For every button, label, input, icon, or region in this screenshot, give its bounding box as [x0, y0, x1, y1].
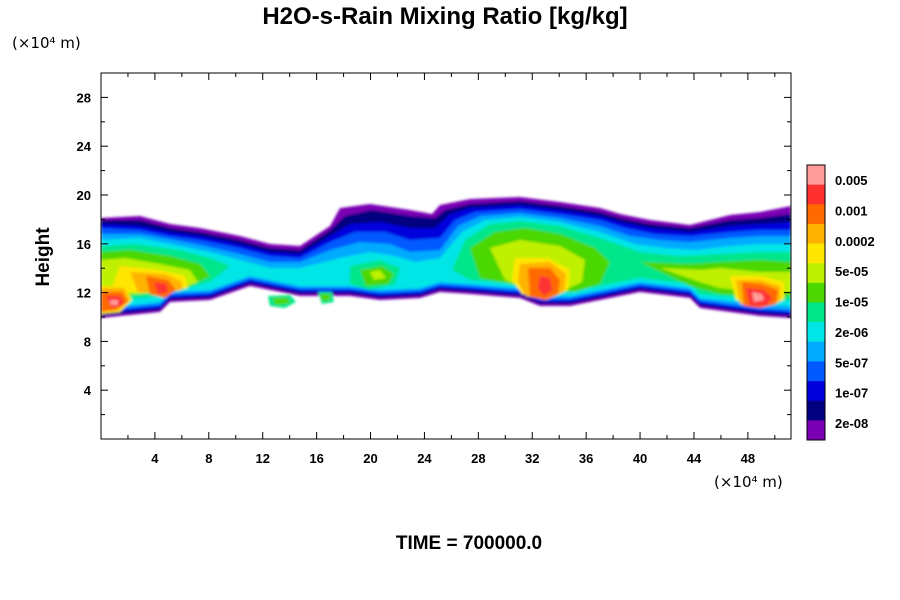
colorbar-swatch	[807, 341, 825, 362]
colorbar-swatch	[807, 381, 825, 402]
plot-area	[101, 73, 791, 439]
colorbar-label: 5e-05	[835, 264, 868, 279]
colorbar-label: 2e-06	[835, 325, 868, 340]
y-tick-label: 16	[77, 237, 91, 252]
x-tick-label: 36	[579, 451, 593, 466]
x-tick-label: 16	[309, 451, 323, 466]
y-tick-label: 28	[77, 90, 91, 105]
colorbar-swatch	[807, 400, 825, 421]
x-tick-label: 44	[687, 451, 702, 466]
y-tick-label: 4	[84, 383, 92, 398]
colorbar-label: 2e-08	[835, 416, 868, 431]
colorbar-label: 1e-05	[835, 295, 868, 310]
y-tick-label: 12	[77, 286, 91, 301]
colorbar-label: 0.0002	[835, 234, 875, 249]
colorbar: 0.005 0.001 0.0002 5e-05 1e-05 2e-06 5e-07 1e-0…	[806, 164, 875, 441]
colorbar-swatch	[807, 165, 825, 185]
colorbar-swatch	[807, 204, 825, 225]
time-label: TIME = 700000.0	[396, 533, 542, 554]
colorbar-swatch	[807, 223, 825, 244]
x-tick-label: 32	[525, 451, 539, 466]
colorbar-swatch	[807, 263, 825, 284]
colorbar-swatch	[807, 322, 825, 343]
colorbar-label: 5e-07	[835, 355, 868, 370]
x-tick-label: 8	[205, 451, 212, 466]
x-axis: 4 8 12 16 20 24 28 32 36 40 44 48	[127, 73, 776, 466]
colorbar-label: 1e-07	[835, 386, 868, 401]
mixing-ratio-field	[101, 197, 791, 318]
colorbar-swatch	[807, 282, 825, 303]
colorbar-swatch	[807, 420, 825, 441]
x-tick-label: 20	[363, 451, 377, 466]
chart-title: H2O-s-Rain Mixing Ratio [kg/kg]	[262, 3, 627, 30]
x-tick-label: 4	[151, 451, 159, 466]
plot-frame	[100, 72, 792, 440]
colorbar-label: 0.005	[835, 173, 868, 188]
y-tick-label: 24	[77, 139, 92, 154]
x-tick-label: 48	[741, 451, 755, 466]
y-tick-label: 8	[84, 334, 91, 349]
y-tick-label: 20	[77, 188, 91, 203]
x-tick-label: 28	[471, 451, 485, 466]
colorbar-swatch	[807, 184, 825, 205]
y-axis-label: Height	[33, 227, 54, 287]
colorbar-swatch	[807, 243, 825, 264]
x-tick-label: 12	[255, 451, 269, 466]
colorbar-label: 0.001	[835, 203, 868, 218]
colorbar-swatch	[807, 361, 825, 382]
x-tick-label: 40	[633, 451, 647, 466]
colorbar-frame	[806, 164, 826, 441]
x-tick-label: 24	[417, 451, 432, 466]
y-axis: 4 8 12 16 20 24 28	[77, 90, 791, 416]
colorbar-swatch	[807, 302, 825, 323]
y-unit-label: (×10⁴ m)	[12, 34, 81, 52]
x-unit-label: (×10⁴ m)	[714, 473, 783, 491]
